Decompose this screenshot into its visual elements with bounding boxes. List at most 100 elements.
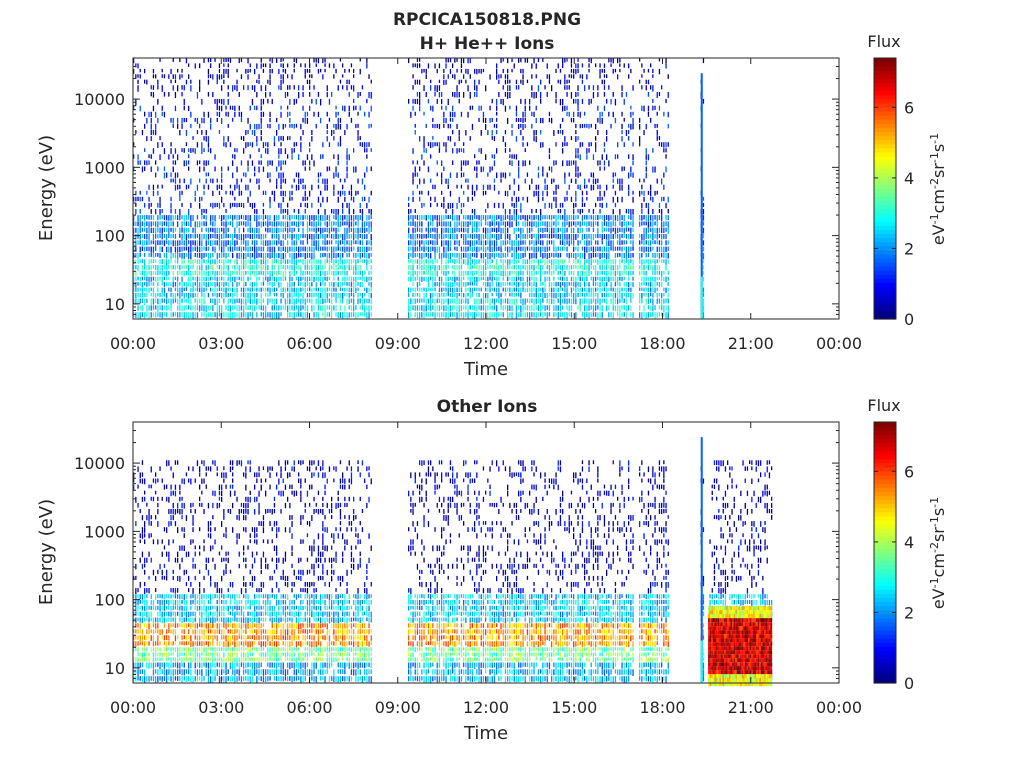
flux-column <box>225 312 227 318</box>
flux-column <box>471 215 474 221</box>
flux-column <box>548 215 551 220</box>
flux-column <box>509 105 511 110</box>
flux-column <box>265 287 267 292</box>
flux-column <box>157 227 159 233</box>
flux-column <box>190 178 192 185</box>
flux-column <box>346 227 348 234</box>
flux-column <box>284 298 287 305</box>
flux-column <box>438 221 441 226</box>
flux-column <box>194 117 196 122</box>
flux-column <box>309 105 311 111</box>
flux-column <box>414 298 416 304</box>
flux-column <box>639 305 641 311</box>
flux-column <box>573 265 575 270</box>
flux-column <box>278 202 280 208</box>
flux-column <box>487 305 489 311</box>
flux-column <box>188 227 190 233</box>
flux-column <box>155 270 157 275</box>
flux-column <box>196 234 199 238</box>
flux-column <box>269 117 271 123</box>
flux-column <box>603 85 606 90</box>
flux-column <box>557 227 559 233</box>
flux-column <box>335 270 337 276</box>
flux-column <box>331 209 333 214</box>
flux-column <box>498 92 500 98</box>
flux-column <box>601 68 603 73</box>
flux-column <box>641 270 643 275</box>
flux-column <box>168 227 170 234</box>
flux-column <box>249 312 251 317</box>
flux-column <box>322 227 324 234</box>
flux-column <box>445 221 447 227</box>
flux-column <box>595 305 597 311</box>
flux-column <box>557 287 559 292</box>
flux-column <box>280 312 282 317</box>
flux-column <box>474 276 476 283</box>
flux-column <box>238 221 240 227</box>
flux-column <box>221 221 223 226</box>
flux-column <box>179 265 181 270</box>
flux-column <box>599 166 601 171</box>
flux-column <box>518 227 520 232</box>
flux-column <box>546 63 548 69</box>
flux-column <box>339 287 342 291</box>
flux-column <box>542 221 544 226</box>
flux-column <box>331 305 333 312</box>
flux-column <box>234 148 236 153</box>
flux-column <box>476 298 478 305</box>
flux-column <box>159 293 161 297</box>
flux-column <box>194 196 196 202</box>
flux-column <box>647 202 650 209</box>
flux-column <box>287 202 289 208</box>
flux-column <box>161 293 163 297</box>
flux-column <box>436 123 438 129</box>
flux-column <box>295 58 298 64</box>
flux-column <box>421 305 423 311</box>
flux-column <box>201 293 203 297</box>
flux-column <box>210 227 212 232</box>
flux-column <box>322 154 324 159</box>
flux-column <box>621 227 623 233</box>
flux-column <box>361 234 364 240</box>
flux-column <box>445 312 447 319</box>
flux-column <box>152 312 155 318</box>
flux-column <box>443 79 445 85</box>
flux-column <box>471 305 474 311</box>
flux-column <box>232 190 234 196</box>
flux-column <box>278 276 280 281</box>
flux-column <box>168 154 170 160</box>
flux-column <box>421 202 423 208</box>
flux-column <box>438 265 441 271</box>
flux-column <box>650 282 652 287</box>
flux-column <box>152 298 155 305</box>
flux-column <box>623 298 625 303</box>
flux-column <box>414 287 416 292</box>
flux-column <box>262 202 265 207</box>
flux-column <box>350 305 353 311</box>
flux-column <box>474 234 476 239</box>
flux-column <box>282 276 284 282</box>
flux-column <box>577 148 579 154</box>
flux-column <box>152 293 155 298</box>
flux-column <box>491 298 493 304</box>
flux-column <box>339 117 342 123</box>
flux-column <box>232 298 234 305</box>
flux-column <box>262 98 265 105</box>
flux-column <box>577 287 579 292</box>
flux-column <box>201 209 203 215</box>
flux-column <box>570 68 573 73</box>
flux-column <box>610 221 612 228</box>
flux-column <box>590 184 592 191</box>
flux-column <box>221 215 223 221</box>
flux-column <box>513 215 515 221</box>
flux-column <box>522 265 524 269</box>
flux-column <box>335 305 337 311</box>
flux-column <box>232 117 234 122</box>
flux-column <box>430 259 432 264</box>
flux-column <box>491 253 493 258</box>
flux-column <box>203 111 205 118</box>
flux-column <box>522 305 524 312</box>
flux-column <box>544 184 546 190</box>
flux-column <box>370 215 372 220</box>
flux-column <box>260 312 262 317</box>
